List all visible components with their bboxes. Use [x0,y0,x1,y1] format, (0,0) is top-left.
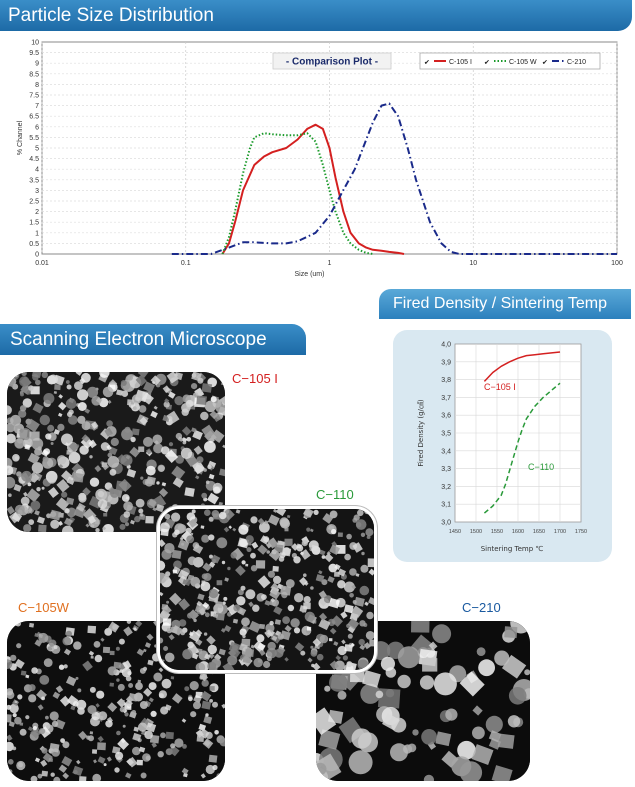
fd-y-tick-label: 3,0 [441,520,451,527]
fd-y-tick-label: 3,8 [441,377,451,384]
chart-title: - Comparison Plot - [286,57,378,68]
fd-y-tick-label: 3,5 [441,431,451,438]
fd-y-tick-label: 3,1 [441,502,451,509]
y-tick-label: 3 [35,188,39,195]
fd-series-label: C−105 I [484,382,516,392]
fd-x-tick-label: 1500 [470,529,482,535]
fd-y-tick-label: 3,4 [441,448,451,455]
legend-check-icon: ✔ [542,59,548,67]
y-tick-label: 5 [35,146,39,153]
fd-y-tick-label: 4,0 [441,342,451,349]
fired-density-banner: Fired Density / Sintering Temp [379,289,631,319]
y-tick-label: 9 [35,61,39,68]
fd-x-tick-label: 1550 [491,529,503,535]
fd-series-line-c-105-i [483,351,561,382]
fd-y-tick-label: 3,7 [441,395,451,402]
fd-x-axis-label: Sintering Temp ℃ [481,545,544,553]
fd-y-axis-label: Fired Density (g/㎤) [416,399,425,467]
series-line-c-210 [171,102,617,255]
series-line-c-105-i [221,123,405,255]
sem-banner: Scanning Electron Microscope [0,324,306,355]
y-tick-label: 2.5 [29,199,39,206]
y-tick-label: 1 [35,230,39,237]
fd-x-tick-label: 1600 [512,529,524,535]
y-tick-label: 0.5 [29,241,39,248]
y-tick-label: 1.5 [29,220,39,227]
sem-label-c210: C−210 [462,600,501,615]
fired-density-chart: 3,0 3,1 3,2 3,3 3,4 3,5 3,6 3,7 3,8 3,9 4,0 1450 150… [416,342,587,554]
y-tick-label: 2 [35,209,39,216]
y-tick-label: 4 [35,167,39,174]
y-tick-label: 8 [35,82,39,89]
chart-title-box [272,52,392,70]
fd-x-tick-label: 1650 [533,529,545,535]
legend-label: C-210 [567,59,586,66]
fd-y-tick-label: 3,3 [441,466,451,473]
sem-image-c210 [316,621,530,781]
sem-label-c105w: C−105W [18,600,69,615]
y-tick-label: 10 [31,40,39,47]
sem-label-c105i: C−105 I [232,371,278,386]
y-tick-label: 4.5 [29,156,39,163]
y-axis-label: % Channel [17,120,24,155]
legend-check-icon: ✔ [484,59,490,67]
x-tick-label: 100 [611,260,623,267]
sem-label-c110: C−110 [316,487,354,502]
y-tick-label: 0 [35,252,39,259]
y-tick-label: 3.5 [29,177,39,184]
legend-box [419,52,601,70]
y-tick-label: 6 [35,124,39,131]
legend-label: C-105 W [509,59,537,66]
x-tick-label: 0.01 [35,260,49,267]
fd-x-tick-label: 1700 [554,529,566,535]
sem-image-c105i [7,372,225,532]
y-tick-label: 9.5 [29,50,39,57]
sem-image-c105w [7,621,225,781]
x-axis-label: Size (um) [295,271,325,278]
fd-y-tick-label: 3,2 [441,484,451,491]
legend-check-icon: ✔ [424,59,430,67]
fd-y-tick-label: 3,6 [441,413,451,420]
x-tick-label: 10 [469,260,477,267]
x-tick-label: 1 [328,260,332,267]
y-tick-label: 6.5 [29,114,39,121]
y-tick-label: 7.5 [29,93,39,100]
fd-x-tick-label: 1450 [449,529,461,535]
series-line-c-105-w [221,132,373,255]
fd-y-tick-label: 3,9 [441,359,451,366]
fd-series-line-c-110 [483,382,561,514]
legend-label: C-105 I [449,59,472,66]
x-tick-label: 0.1 [181,260,191,267]
psd-chart: 0 0.5 1 1.5 2 2.5 3 3.5 4 4.5 5 5.5 6 6.5 7 7.5 8 8.5 9 9.5… [17,40,623,279]
sem-image-c110 [157,506,377,673]
fd-x-tick-label: 1750 [575,529,587,535]
y-tick-label: 8.5 [29,71,39,78]
psd-banner: Particle Size Distribution [0,0,632,31]
y-tick-label: 5.5 [29,135,39,142]
fd-series-label: C−110 [528,462,554,472]
y-tick-label: 7 [35,103,39,110]
